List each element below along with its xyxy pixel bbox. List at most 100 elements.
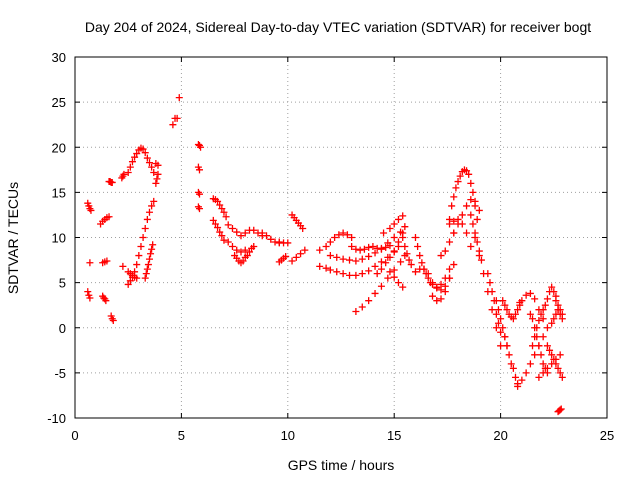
data-point: [539, 369, 547, 377]
data-point: [377, 265, 385, 273]
data-point: [516, 301, 524, 309]
series-arc53: [484, 270, 505, 336]
data-point: [557, 405, 565, 413]
data-point: [150, 169, 158, 177]
data-point: [543, 342, 551, 350]
data-point: [102, 297, 110, 305]
data-point: [218, 232, 226, 240]
data-point: [228, 224, 236, 232]
data-point: [386, 253, 394, 261]
data-point: [216, 201, 224, 209]
series-arc50: [446, 215, 475, 251]
data-point: [399, 283, 407, 291]
data-point: [537, 351, 545, 359]
data-point: [241, 246, 249, 254]
y-tick-label: 10: [52, 231, 66, 246]
data-point: [509, 364, 517, 372]
data-point: [450, 229, 458, 237]
y-tick-label: 20: [52, 140, 66, 155]
series-arc11: [124, 144, 158, 177]
series-arc37: [348, 242, 394, 254]
data-point: [450, 261, 458, 269]
series-arc34: [316, 229, 356, 254]
data-point: [390, 220, 398, 228]
data-point: [220, 236, 228, 244]
data-point: [292, 253, 300, 261]
data-point: [195, 205, 203, 213]
data-point: [147, 250, 155, 258]
data-point: [394, 215, 402, 223]
data-point: [514, 306, 522, 314]
data-point: [380, 229, 388, 237]
data-point: [288, 257, 296, 265]
data-point: [522, 369, 530, 377]
data-point: [503, 342, 511, 350]
data-point: [126, 163, 134, 171]
x-tick-label: 15: [387, 428, 401, 443]
data-point: [339, 270, 347, 278]
data-point: [450, 217, 458, 225]
data-point: [348, 243, 356, 251]
series-arc28: [243, 243, 258, 260]
data-point: [550, 315, 558, 323]
series-arc25: [224, 221, 266, 240]
series-arc60: [529, 283, 562, 350]
data-point: [522, 291, 530, 299]
data-point: [369, 243, 377, 251]
data-point: [275, 238, 283, 246]
data-point: [529, 342, 537, 350]
data-point: [418, 259, 426, 267]
data-point: [467, 243, 475, 251]
series-arc40: [373, 229, 407, 278]
data-point: [239, 257, 247, 265]
data-point: [446, 265, 454, 273]
data-point: [211, 220, 219, 228]
x-tick-label: 20: [493, 428, 507, 443]
data-point: [333, 253, 341, 261]
series-arc23: [209, 195, 230, 221]
data-point: [237, 232, 245, 240]
data-point: [169, 121, 177, 129]
data-point: [150, 197, 158, 205]
series-arc21: [194, 188, 203, 198]
data-point: [509, 315, 517, 323]
data-point: [126, 277, 134, 285]
data-point: [535, 373, 543, 381]
data-point: [394, 238, 402, 246]
series-arc7: [105, 178, 116, 186]
data-point: [352, 257, 360, 265]
data-point: [499, 324, 507, 332]
data-point: [473, 238, 481, 246]
data-point: [411, 234, 419, 241]
data-point: [511, 373, 519, 381]
data-point: [497, 315, 505, 323]
data-point: [228, 243, 236, 251]
data-point: [531, 333, 539, 341]
data-point: [148, 245, 156, 253]
data-point: [416, 252, 424, 260]
data-point: [218, 205, 226, 213]
data-point: [335, 231, 343, 239]
data-point: [539, 306, 547, 314]
y-axis-label: SDTVAR / TECUs: [5, 182, 21, 294]
data-point: [195, 166, 203, 174]
data-point: [477, 256, 485, 264]
data-point: [397, 258, 405, 266]
data-point: [365, 267, 373, 275]
data-point: [543, 364, 551, 372]
series-arc20: [194, 163, 203, 174]
data-point: [552, 360, 560, 368]
data-point: [526, 289, 534, 297]
data-point: [297, 250, 305, 258]
series-arc44: [411, 265, 454, 294]
data-point: [144, 261, 152, 269]
data-point: [458, 220, 466, 228]
data-point: [145, 159, 153, 167]
data-point: [394, 279, 402, 287]
data-point: [128, 158, 136, 166]
series-arc36: [326, 223, 409, 265]
data-point: [365, 243, 373, 251]
data-point: [139, 145, 147, 153]
data-point: [550, 355, 558, 363]
